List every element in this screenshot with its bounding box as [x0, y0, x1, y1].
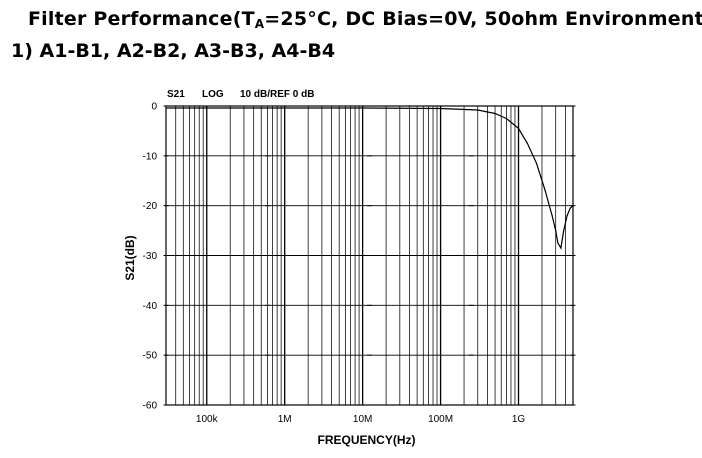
- s21-point: [206, 107, 208, 109]
- chart-header-param: S21: [167, 89, 185, 100]
- s21-point: [165, 107, 167, 109]
- y-tick-label: -10: [143, 151, 158, 162]
- s21-point: [544, 190, 546, 192]
- major-grid: [163, 105, 576, 406]
- x-tick-label: 100M: [428, 414, 453, 425]
- s21-point: [526, 142, 529, 144]
- figure-heading: Filter Performance(TA=25°C, DC Bias=0V, …: [28, 8, 702, 31]
- x-tick-label: 1G: [512, 414, 526, 425]
- x-tick-label: 100k: [196, 414, 219, 425]
- s21-point: [439, 107, 442, 110]
- x-tick-label: 10M: [353, 414, 372, 425]
- port-pairs-subheading: 1) A1-B1, A2-B2, A3-B3, A4-B4: [11, 40, 336, 62]
- heading-suffix: =25°C, DC Bias=0V, 50ohm Environment): [264, 8, 702, 30]
- s21-point: [560, 247, 562, 249]
- s21-point: [563, 229, 565, 232]
- x-tick-labels: 100k 1M 10M 100M 1G: [196, 414, 526, 425]
- s21-point: [555, 229, 557, 232]
- s21-point: [517, 127, 520, 130]
- s21-point: [566, 215, 568, 217]
- y-tick-label: -30: [143, 251, 158, 262]
- s21-point: [551, 215, 553, 217]
- s21-point: [284, 107, 286, 109]
- plot-frame: [165, 105, 574, 406]
- y-tick-label: -50: [143, 351, 158, 362]
- s21-point: [362, 107, 364, 109]
- y-tick-label: -40: [143, 301, 158, 312]
- chart-header-scale: 10 dB/REF 0 dB: [240, 89, 314, 100]
- s21-point: [505, 117, 508, 120]
- chart-header-format: LOG: [202, 89, 224, 100]
- y-tick-labels: 0 -10 -20 -30 -40 -50 -60: [143, 102, 158, 412]
- s21-point: [557, 242, 559, 244]
- heading-prefix: Filter Performance(T: [28, 8, 255, 30]
- s21-point: [477, 109, 479, 111]
- s21-point: [572, 205, 574, 207]
- x-tick-label: 1M: [278, 414, 292, 425]
- s21-trace: [166, 107, 574, 250]
- series-layer: [165, 107, 574, 250]
- y-tick-label: 0: [151, 102, 157, 113]
- s21-point: [494, 112, 496, 115]
- y-tick-label: -60: [143, 401, 158, 412]
- y-axis-label: S21(dB): [123, 235, 137, 280]
- heading-subscript: A: [254, 17, 265, 31]
- y-tick-label: -20: [143, 201, 158, 212]
- s21-point: [535, 162, 538, 164]
- s21-point: [569, 207, 571, 209]
- x-axis-label: FREQUENCY(Hz): [318, 433, 416, 447]
